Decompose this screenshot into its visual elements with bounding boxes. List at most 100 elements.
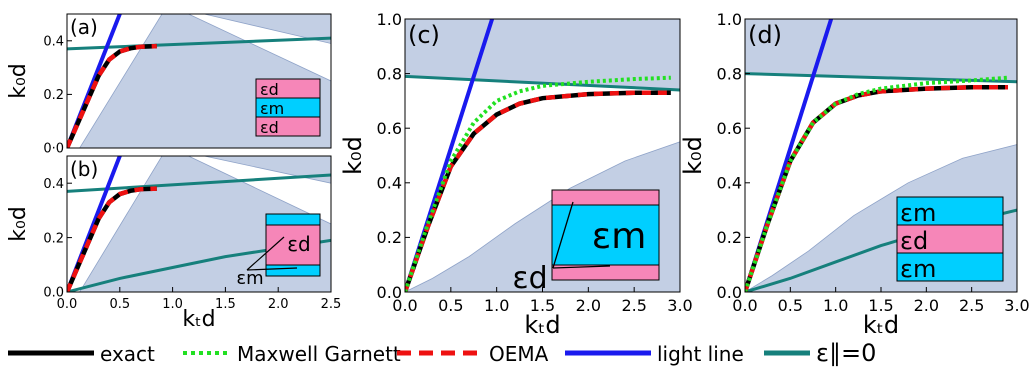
inset-layer	[265, 213, 321, 226]
y-tick-label: 0.8	[717, 64, 742, 83]
inset-layer-label: εm	[260, 99, 284, 118]
y-tick-label: 1.0	[717, 10, 742, 29]
inset-arrow	[246, 267, 298, 271]
y-tick-label: 0.6	[717, 119, 742, 138]
inset-layers: εm εd	[512, 189, 660, 296]
y-tick-label: 0.2	[43, 88, 64, 103]
inset-layer-label: εd	[260, 118, 279, 137]
series-oema	[67, 186, 157, 292]
series-maxwell-garnett	[405, 75, 671, 292]
inset-callout-label: εd	[512, 261, 547, 296]
x-tick-label: 1.0	[484, 296, 509, 315]
y-axis-label: k₀d	[339, 136, 367, 175]
x-axis-label: kₜd	[182, 307, 215, 332]
y-tick-label: 0.0	[717, 283, 742, 302]
y-axis-label: k₀d	[679, 136, 707, 175]
x-axis-label: kₜd	[524, 311, 560, 339]
legend-label-1: exact	[100, 342, 155, 366]
panel-d: 0.0 0.5 1.0 1.5 2.0 2.5 3.0 0.0 0.2 0.4 0.6 0.8 1.0 k…	[679, 10, 1030, 339]
inset-layer-label: εd	[287, 232, 311, 256]
inset-arrow	[552, 201, 574, 269]
series-eps-par-zero	[405, 74, 680, 92]
y-tick-label: 0.4	[43, 34, 64, 49]
y-tick-label: 0.4	[377, 174, 402, 193]
y-tick-label: 0.0	[377, 283, 402, 302]
inset-layer	[551, 189, 660, 206]
inset-layer-label: εd	[260, 80, 279, 99]
panel-c: 0.0 0.5 1.0 1.5 2.0 2.5 3.0 0.0 0.2 0.4 0.6 0.8 1.0 k…	[339, 10, 693, 339]
series-oema	[67, 43, 157, 148]
y-tick-label: 0.6	[377, 119, 402, 138]
inset-layer	[255, 116, 321, 137]
x-tick-label: 3.0	[1004, 296, 1029, 315]
inset-layer	[896, 196, 1004, 226]
x-tick-label: 2.5	[621, 296, 646, 315]
inset-layer	[551, 204, 660, 266]
legend-label-5: ε∥=0	[816, 339, 876, 367]
panel-label: (c)	[408, 21, 440, 49]
inset-arrow	[246, 236, 285, 271]
x-tick-label: 2.0	[576, 296, 601, 315]
y-tick-label: 0.2	[717, 228, 742, 247]
axes-frame	[66, 155, 332, 293]
panel-label: (b)	[70, 157, 98, 181]
panel-label: (d)	[748, 21, 782, 49]
x-tick-label: 0.0	[732, 296, 757, 315]
axes-frame	[66, 13, 332, 149]
y-tick-label: 0·0	[43, 142, 64, 157]
x-tick-label: 0.5	[438, 296, 463, 315]
shaded-region-1	[745, 19, 1017, 83]
inset-arrow	[552, 265, 611, 269]
panel-b: 0.0 0.5 1.0 1.5 2.0 2.5 0.0 0.2 0.4 k₀d kₜd (b) εd εm	[6, 155, 342, 332]
inset-layer	[896, 224, 1004, 254]
x-tick-label: 0.5	[778, 296, 803, 315]
legend-label-2: Maxwell Garnett	[237, 342, 401, 366]
shaded-region-1	[114, 156, 331, 184]
inset-layer-label: εm	[900, 255, 936, 283]
inset-layer-label: εd	[900, 227, 928, 255]
x-tick-label: 1.0	[162, 297, 183, 312]
x-tick-label: 0.0	[57, 297, 78, 312]
legend-label-3: OEMA	[489, 342, 549, 366]
y-tick-label: 0.2	[43, 231, 64, 246]
series-oema	[405, 90, 671, 292]
inset-layer	[551, 264, 660, 281]
inset-layer	[896, 252, 1004, 282]
y-axis-label: k₀d	[6, 63, 31, 99]
x-tick-label: 1.0	[823, 296, 848, 315]
x-tick-label: 1.5	[868, 296, 893, 315]
legend-label-4: light line	[657, 342, 744, 366]
inset-layer-label: εm	[900, 199, 936, 227]
series-eps-par-zero-upper	[67, 173, 331, 193]
y-tick-label: 0.8	[377, 64, 402, 83]
inset-callout-label: εm	[236, 268, 263, 289]
inset-layer-label: εm	[592, 216, 647, 257]
x-tick-label: 1.5	[215, 297, 236, 312]
x-axis-label: kₜd	[863, 311, 899, 339]
series-eps-par-zero-upper	[745, 72, 1017, 84]
y-axis-label: k₀d	[6, 206, 31, 242]
legend: exact Maxwell Garnett OEMA light line ε∥=0	[8, 339, 876, 367]
y-tick-label: 0.2	[377, 228, 402, 247]
x-tick-label: 2.5	[959, 296, 984, 315]
x-tick-label: 3.0	[667, 296, 692, 315]
x-tick-label: 2.0	[268, 297, 289, 312]
x-tick-label: 0.5	[109, 297, 130, 312]
x-tick-label: 2.0	[914, 296, 939, 315]
y-tick-label: 1.0	[377, 10, 402, 29]
inset-layer	[265, 264, 321, 277]
y-tick-label: 0.4	[717, 174, 742, 193]
series-eps-par-zero	[67, 36, 331, 51]
panel-label: (a)	[70, 15, 98, 39]
y-tick-label: 0.0	[43, 286, 64, 301]
inset-layers: εd εm	[236, 213, 321, 289]
x-tick-label: 2.5	[321, 297, 342, 312]
x-tick-label: 1.5	[530, 296, 555, 315]
shaded-region-1	[114, 14, 331, 44]
x-tick-label: 0.0	[392, 296, 417, 315]
y-tick-label: 0.4	[43, 177, 64, 192]
